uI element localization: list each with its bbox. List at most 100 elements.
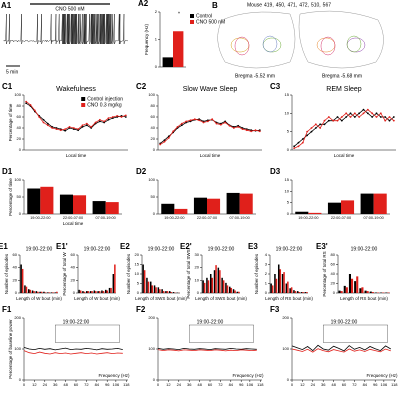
- bar: [52, 292, 54, 293]
- y-tick-label: 10: [285, 188, 290, 193]
- point: [98, 120, 101, 123]
- bar: [37, 291, 39, 293]
- point: [124, 114, 127, 117]
- bar: [161, 203, 175, 214]
- annotation: *: [178, 11, 180, 17]
- bar: [359, 288, 362, 293]
- point: [228, 124, 231, 127]
- bar: [104, 289, 107, 293]
- y-tick-label: 0: [15, 290, 18, 295]
- y-tick-label: 40: [331, 271, 336, 276]
- point: [29, 104, 32, 106]
- point: [55, 128, 58, 131]
- bar: [44, 292, 47, 293]
- y-tick-label: 0: [287, 211, 290, 216]
- bar: [338, 290, 341, 293]
- series-line: [291, 344, 392, 352]
- bar: [277, 264, 280, 293]
- y-tick-label: 20: [195, 265, 200, 270]
- point: [172, 130, 175, 133]
- point: [319, 123, 322, 126]
- point: [33, 109, 36, 112]
- bar: [108, 287, 111, 293]
- series-line: [291, 348, 391, 353]
- y-tick-label: 20: [151, 136, 156, 141]
- x-axis-label: Local time: [66, 153, 87, 158]
- bar: [78, 289, 80, 293]
- brain-outline: [298, 10, 384, 69]
- bregma-label: Bregma -5.52 mm: [235, 73, 275, 79]
- bar: [161, 289, 163, 293]
- point: [94, 121, 97, 124]
- bar: [213, 270, 216, 293]
- point: [258, 130, 261, 133]
- point: [384, 116, 387, 118]
- point: [297, 145, 300, 148]
- point: [323, 123, 326, 126]
- y-tick-label: 1: [155, 37, 158, 42]
- x-tick-label: 24: [177, 382, 182, 387]
- bar: [211, 277, 214, 293]
- point: [46, 124, 49, 127]
- x-tick-label: 72: [352, 382, 357, 387]
- point: [388, 119, 391, 122]
- point: [120, 116, 123, 118]
- legend-label: Control injection: [87, 96, 123, 102]
- bar: [290, 287, 293, 293]
- point: [116, 115, 119, 117]
- bar: [95, 291, 97, 293]
- point: [163, 139, 166, 142]
- point: [366, 112, 369, 115]
- point: [107, 117, 110, 119]
- bar: [102, 291, 105, 293]
- bar: [285, 283, 288, 293]
- y-tick-label: 20: [331, 281, 336, 286]
- bar: [283, 272, 285, 293]
- y-axis-label: Number of episodes: [4, 253, 9, 294]
- bar: [29, 289, 32, 293]
- y-tick-label: 200: [148, 315, 155, 320]
- panel-label: E2: [120, 242, 130, 251]
- point: [358, 116, 361, 118]
- contour: [320, 36, 336, 56]
- bar: [153, 285, 156, 293]
- x-tick-label: 84: [95, 382, 100, 387]
- point: [371, 112, 374, 115]
- y-tick-label: 40: [17, 125, 22, 130]
- y-tick-label: 50: [17, 194, 22, 199]
- y-tick-label: 4: [265, 252, 268, 257]
- x-tick-label: 106: [381, 382, 388, 387]
- point: [310, 130, 313, 133]
- point: [193, 118, 196, 121]
- bar: [279, 269, 282, 293]
- legend-label: CNO 500 nM: [196, 19, 225, 25]
- bar: [20, 264, 22, 293]
- bar: [82, 291, 84, 293]
- point: [379, 112, 382, 115]
- x-tick-label: 96: [105, 382, 110, 387]
- x-tick-label: 19:00-22:00: [30, 216, 50, 220]
- y-tick-label: 0: [73, 290, 76, 295]
- panel-label: F2: [136, 305, 146, 314]
- point: [332, 119, 335, 122]
- bar: [155, 287, 157, 293]
- x-tick-label: 84: [363, 382, 368, 387]
- bar: [143, 270, 146, 293]
- point: [180, 122, 183, 125]
- bar: [159, 289, 161, 293]
- bar: [48, 292, 51, 293]
- point: [25, 100, 28, 103]
- point: [237, 126, 240, 128]
- brain-outline: [217, 11, 296, 69]
- scale-label: 5 min: [6, 69, 18, 75]
- point: [198, 119, 201, 122]
- contour: [346, 35, 362, 53]
- x-axis-label: Frequency (Hz): [232, 373, 264, 378]
- point: [293, 147, 296, 150]
- y-tick-label: 100: [282, 346, 289, 351]
- point: [392, 119, 395, 122]
- bar: [207, 198, 221, 214]
- x-axis-label: Length of W bout (min): [16, 296, 62, 301]
- legend-swatch: [81, 103, 86, 107]
- panel-label: A1: [1, 1, 12, 10]
